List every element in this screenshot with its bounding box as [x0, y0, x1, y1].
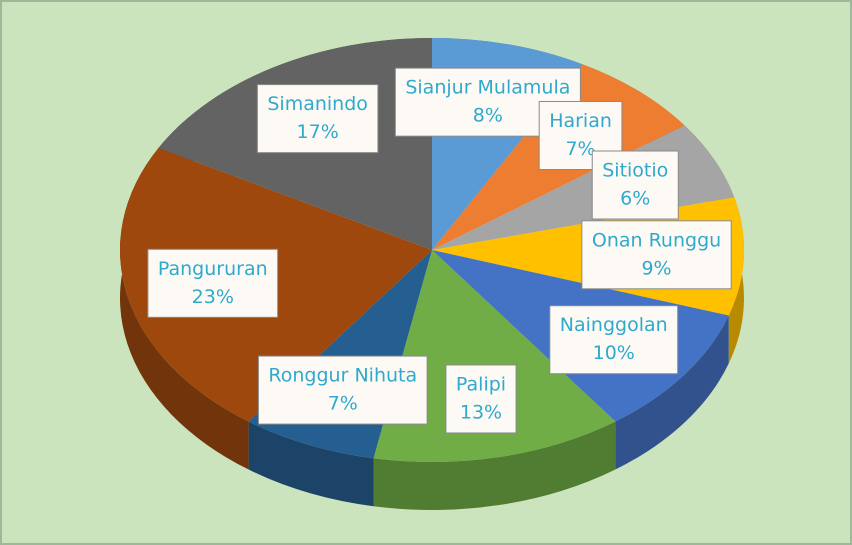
- data-label: Sitiotio 6%: [591, 150, 679, 220]
- data-label: Simanindo 17%: [256, 84, 379, 154]
- category-label: Ronggur Nihuta: [268, 365, 417, 387]
- data-label: Pangururan 23%: [147, 248, 279, 318]
- value-label: 13%: [460, 401, 502, 423]
- pie-slice: [373, 250, 616, 463]
- category-label: Pangururan: [158, 258, 268, 280]
- pie-slice-side: [120, 147, 249, 470]
- category-label: Sianjur Mulamula: [405, 77, 570, 99]
- data-label: Palipi 13%: [445, 364, 517, 434]
- category-label: Onan Runggu: [592, 229, 721, 251]
- label-box: [591, 150, 679, 220]
- pie-slice-side: [248, 421, 374, 507]
- value-label: 7%: [328, 393, 358, 415]
- value-label: 6%: [620, 188, 650, 210]
- value-label: 9%: [641, 257, 671, 279]
- label-box: [147, 248, 279, 318]
- data-label: Onan Runggu 9%: [581, 220, 732, 290]
- label-box: [549, 305, 679, 375]
- value-label: 17%: [297, 121, 339, 143]
- data-label: Ronggur Nihuta 7%: [257, 355, 428, 425]
- label-box: [445, 364, 517, 434]
- label-box: [581, 220, 732, 290]
- category-label: Simanindo: [267, 93, 368, 115]
- value-label: 7%: [565, 138, 595, 160]
- value-label: 10%: [593, 342, 635, 364]
- pie-slice-side: [373, 421, 616, 511]
- category-label: Sitiotio: [602, 160, 668, 182]
- value-label: 23%: [192, 286, 234, 308]
- category-label: Harian: [549, 110, 612, 132]
- label-box: [256, 84, 379, 154]
- data-label: Nainggolan 10%: [549, 305, 679, 375]
- category-label: Nainggolan: [560, 314, 668, 336]
- label-box: [257, 355, 428, 425]
- pie-slice-side: [615, 315, 729, 470]
- value-label: 8%: [473, 105, 503, 127]
- category-label: Palipi: [456, 373, 506, 395]
- labels: Sianjur Mulamula 8% Harian 7% Sitiotio 6% Onan…: [147, 67, 732, 434]
